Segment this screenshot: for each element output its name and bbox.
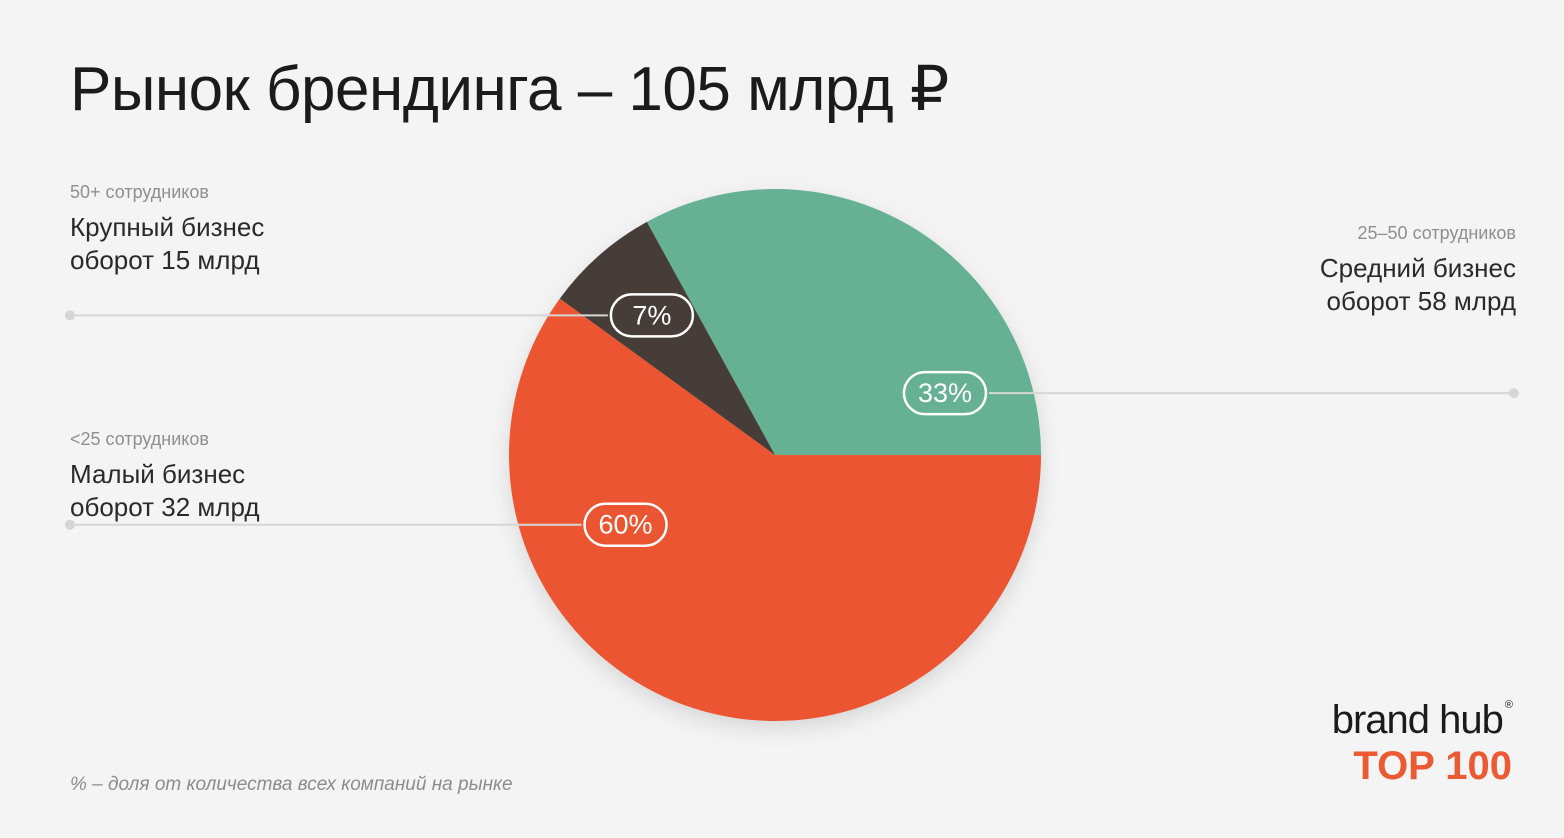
page-title: Рынок брендинга – 105 млрд ₽ bbox=[70, 55, 949, 124]
legend-small-employees: <25 сотрудников bbox=[70, 429, 209, 449]
legend-medium-business: 25–50 сотрудников Средний бизнес оборот … bbox=[1320, 223, 1516, 318]
legend-large-business: 50+ сотрудников Крупный бизнес оборот 15… bbox=[70, 182, 264, 277]
data-label-medium: 33% bbox=[918, 378, 972, 408]
legend-small-turnover: оборот 32 млрд bbox=[70, 492, 260, 522]
pie-slice-small bbox=[508, 298, 1041, 721]
legend-large-turnover: оборот 15 млрд bbox=[70, 245, 260, 275]
pie-slice-large bbox=[559, 221, 775, 455]
data-label-pill-medium bbox=[902, 370, 988, 416]
legend-small-name: Малый бизнес bbox=[70, 459, 246, 489]
legend-large-employees: 50+ сотрудников bbox=[70, 182, 209, 202]
legend-small-business: <25 сотрудников Малый бизнес оборот 32 м… bbox=[70, 429, 260, 524]
legend-large-name: Крупный бизнес bbox=[70, 212, 265, 242]
pie-slice-medium bbox=[646, 189, 1041, 455]
data-label-pill-small bbox=[583, 502, 668, 547]
legend-medium-turnover: оборот 58 млрд bbox=[1326, 286, 1516, 316]
legend-medium-employees: 25–50 сотрудников bbox=[1357, 223, 1516, 243]
data-label-large: 7% bbox=[632, 300, 671, 330]
data-label-pill-large bbox=[609, 293, 695, 338]
logo-brand-hub: brand hub ® bbox=[1331, 698, 1513, 742]
leader-dot-medium bbox=[1509, 388, 1519, 399]
brand-hub-logo: brand hub ® TOP 100 bbox=[1331, 698, 1513, 788]
leader-dot-small bbox=[65, 519, 75, 530]
data-label-small: 60% bbox=[599, 510, 653, 540]
leader-dot-large bbox=[65, 310, 75, 321]
logo-top-100: TOP 100 bbox=[1353, 744, 1512, 788]
legend-medium-name: Средний бизнес bbox=[1319, 253, 1516, 283]
footnote: % – доля от количества всех компаний на … bbox=[70, 774, 513, 795]
